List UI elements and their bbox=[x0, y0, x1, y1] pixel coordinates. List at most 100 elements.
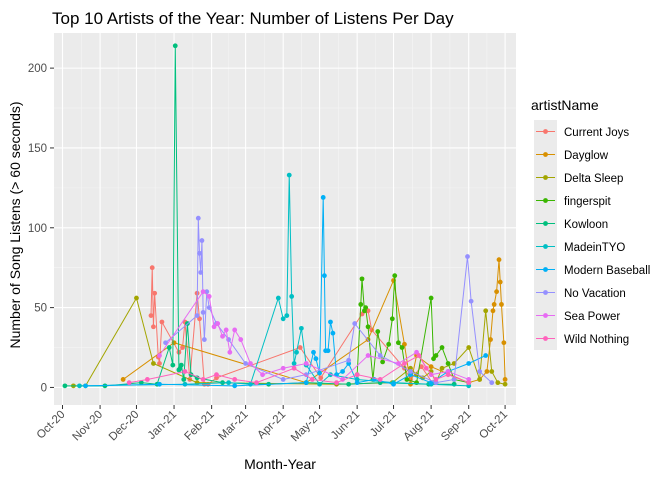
data-point-sea-power bbox=[280, 365, 286, 371]
data-point-dayglow bbox=[488, 337, 493, 342]
data-point-no-vacation bbox=[377, 353, 383, 358]
data-point-modern-baseball bbox=[157, 381, 162, 387]
data-point-no-vacation bbox=[303, 372, 309, 378]
data-point-delta-sleep bbox=[489, 369, 495, 374]
plot-panel bbox=[54, 33, 516, 405]
legend-title: artistName bbox=[531, 97, 599, 113]
data-point-no-vacation bbox=[204, 289, 210, 295]
data-point-wild-nothing bbox=[126, 380, 132, 386]
data-point-sea-power bbox=[303, 361, 309, 366]
data-point-kowloon bbox=[166, 345, 172, 350]
data-point-delta-sleep bbox=[439, 365, 445, 371]
data-point-modern-baseball bbox=[483, 353, 489, 358]
legend-label: Modern Baseball bbox=[564, 265, 650, 277]
data-point-wild-nothing bbox=[309, 377, 315, 382]
data-point-no-vacation bbox=[243, 361, 248, 366]
data-point-sea-power bbox=[220, 333, 225, 339]
data-point-fingerspit bbox=[359, 276, 365, 282]
data-point-sea-power bbox=[200, 289, 206, 295]
data-point-fingerspit bbox=[375, 329, 381, 334]
legend-items: Current Joys Dayglow Delta Sleep fingerspit… bbox=[534, 120, 650, 350]
data-point-sea-power bbox=[223, 327, 229, 333]
data-point-dayglow bbox=[428, 364, 434, 370]
y-tick-label: 100 bbox=[28, 223, 47, 235]
data-point-fingerspit bbox=[445, 361, 451, 366]
data-point-dayglow bbox=[497, 279, 503, 285]
data-point-dayglow bbox=[496, 257, 502, 263]
data-point-dayglow bbox=[501, 340, 507, 346]
data-point-modern-baseball bbox=[391, 381, 396, 387]
data-point-kowloon bbox=[138, 380, 144, 386]
legend-label: Delta Sleep bbox=[564, 173, 623, 185]
data-point-wild-nothing bbox=[433, 377, 439, 382]
data-point-delta-sleep bbox=[483, 308, 489, 314]
data-point-wild-nothing bbox=[214, 372, 219, 378]
data-point-madeintyo bbox=[280, 316, 286, 322]
data-point-no-vacation bbox=[199, 238, 205, 243]
data-point-dayglow bbox=[484, 369, 490, 374]
data-point-madeintyo bbox=[289, 294, 295, 299]
data-point-current-joys bbox=[148, 313, 154, 318]
data-point-sea-power bbox=[211, 324, 217, 330]
data-point-kowloon bbox=[451, 381, 457, 387]
data-point-no-vacation bbox=[280, 377, 286, 382]
data-point-no-vacation bbox=[408, 369, 413, 374]
series-modern-baseball bbox=[83, 195, 489, 389]
data-point-modern-baseball bbox=[354, 380, 360, 386]
data-point-fingerspit bbox=[404, 377, 410, 382]
data-point-fingerspit bbox=[433, 353, 439, 358]
legend-label: Kowloon bbox=[564, 219, 608, 231]
data-point-delta-sleep bbox=[151, 361, 156, 366]
data-point-fingerspit bbox=[363, 305, 369, 311]
legend-key-point bbox=[543, 129, 548, 134]
data-point-dayglow bbox=[120, 377, 126, 382]
series-sea-power bbox=[157, 289, 472, 382]
data-point-sea-power bbox=[227, 349, 233, 355]
data-point-madeintyo bbox=[286, 172, 292, 178]
data-point-delta-sleep bbox=[502, 381, 508, 387]
data-point-modern-baseball bbox=[232, 383, 238, 389]
series-line-wild-nothing bbox=[129, 354, 469, 384]
data-point-madeintyo bbox=[294, 349, 299, 355]
panel-background bbox=[54, 33, 516, 405]
data-point-wild-nothing bbox=[334, 380, 339, 386]
legend-item-kowloon: Kowloon bbox=[534, 212, 608, 235]
data-point-kowloon bbox=[181, 377, 187, 382]
data-point-madeintyo bbox=[77, 383, 82, 389]
legend-item-delta-sleep: Delta Sleep bbox=[534, 166, 623, 189]
data-point-fingerspit bbox=[365, 324, 371, 330]
series-line-modern-baseball bbox=[85, 197, 486, 387]
legend-key-point bbox=[543, 313, 548, 318]
data-point-kowloon bbox=[172, 43, 178, 49]
data-point-modern-baseball bbox=[340, 369, 345, 374]
data-point-modern-baseball bbox=[313, 356, 319, 362]
data-point-delta-sleep bbox=[466, 345, 472, 350]
data-point-fingerspit bbox=[439, 345, 445, 350]
data-point-no-vacation bbox=[200, 310, 206, 315]
data-point-kowloon bbox=[170, 362, 176, 368]
data-point-madeintyo bbox=[226, 380, 232, 386]
data-point-fingerspit bbox=[386, 341, 392, 347]
legend-label: fingerspit bbox=[564, 196, 611, 208]
data-point-no-vacation bbox=[489, 380, 495, 386]
data-point-no-vacation bbox=[163, 340, 168, 346]
data-point-kowloon bbox=[346, 381, 352, 387]
data-point-modern-baseball bbox=[83, 383, 88, 389]
data-point-sea-power bbox=[206, 294, 212, 299]
chart-title: Top 10 Artists of the Year: Number of Li… bbox=[52, 9, 454, 28]
data-point-no-vacation bbox=[201, 337, 207, 342]
data-point-wild-nothing bbox=[182, 369, 188, 374]
legend-label: Dayglow bbox=[564, 150, 609, 162]
data-point-fingerspit bbox=[380, 359, 386, 365]
data-point-dayglow bbox=[499, 302, 504, 307]
data-point-no-vacation bbox=[198, 270, 204, 275]
data-point-madeintyo bbox=[284, 313, 290, 318]
legend-item-sea-power: Sea Power bbox=[534, 304, 620, 327]
data-point-sea-power bbox=[248, 361, 253, 366]
data-point-modern-baseball bbox=[325, 348, 331, 354]
data-point-kowloon bbox=[178, 362, 184, 368]
data-point-dayglow bbox=[171, 340, 177, 346]
data-point-sea-power bbox=[395, 361, 401, 366]
data-point-madeintyo bbox=[298, 325, 304, 331]
